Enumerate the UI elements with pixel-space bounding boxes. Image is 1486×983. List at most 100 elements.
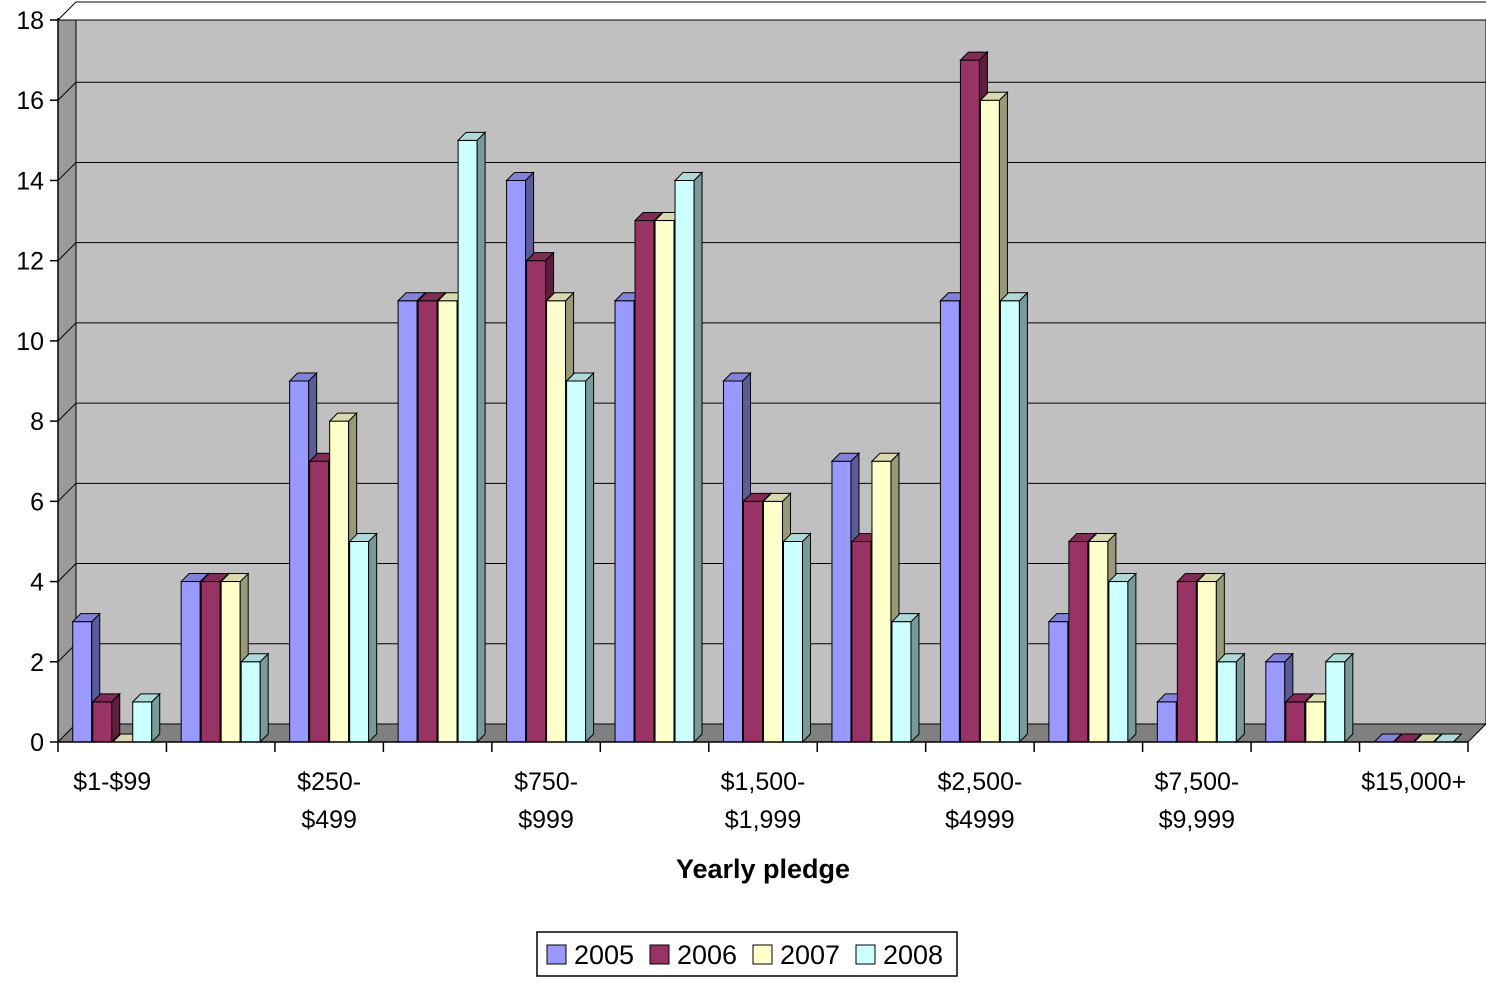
gridline (57, 161, 1486, 181)
bar-top (456, 131, 487, 141)
bar-top (219, 573, 250, 583)
bar-front (506, 179, 527, 743)
bar-front (289, 380, 310, 743)
bar-front (329, 420, 350, 743)
bar-top (565, 372, 595, 382)
bar-front (783, 540, 803, 743)
bar-front (1176, 581, 1197, 743)
bar-front (309, 460, 330, 743)
bar-side (476, 131, 486, 744)
bar-top (959, 51, 989, 61)
legend-box (536, 931, 958, 977)
bar-top (348, 532, 378, 542)
x-tick-label-line: $7,500- (1154, 768, 1239, 796)
bar-top (633, 212, 664, 222)
bar (673, 171, 704, 744)
bar-side (585, 371, 595, 744)
bar-front (763, 500, 783, 743)
bar (348, 532, 378, 744)
bar-front (1108, 581, 1129, 743)
bar-side (1018, 291, 1028, 744)
bar-front (1305, 701, 1326, 743)
bar-top (1324, 653, 1355, 663)
bar-side (1344, 652, 1354, 744)
bar-top (870, 452, 901, 462)
bar (1216, 652, 1246, 744)
bar (456, 131, 487, 744)
x-tick-label: $750- $999 (514, 768, 578, 834)
bar (1107, 572, 1138, 744)
x-tick-label: $2,500- $4999 (938, 768, 1023, 834)
legend-label: 2008 (883, 940, 943, 970)
bar-front (1325, 661, 1346, 743)
bar-top (505, 171, 535, 181)
bar-top (830, 452, 861, 462)
bar-front (1265, 661, 1286, 743)
bar-front (1088, 540, 1109, 743)
bar-front (891, 621, 912, 743)
legend-swatch (546, 944, 567, 965)
x-tick-label-line: $1-$99 (73, 768, 151, 796)
y-tick-label: 8 (30, 408, 44, 436)
y-tick-label: 2 (30, 649, 44, 677)
bar-front (743, 500, 763, 743)
bar-front (72, 621, 93, 743)
bar-side (910, 612, 920, 744)
x-tick-label-line: $750- (514, 768, 578, 796)
bar (91, 692, 121, 744)
bar-front (566, 380, 587, 743)
bar-top (1216, 653, 1246, 663)
gridline (57, 242, 1486, 262)
bar-side (693, 171, 703, 744)
bar-side (368, 532, 378, 744)
bar (782, 532, 812, 744)
bar-top (673, 171, 704, 181)
bar-front (1048, 621, 1069, 743)
bar-front (437, 300, 458, 743)
bar-top (239, 653, 270, 663)
x-tick-label-line: $2,500- (938, 768, 1023, 796)
bar-top (525, 252, 555, 262)
bar (1433, 733, 1463, 743)
legend-label: 2006 (677, 940, 737, 970)
x-tick-label: $1,500- $1,999 (721, 768, 806, 834)
bar-front (851, 540, 872, 743)
bar-top (288, 372, 318, 382)
bar-front (959, 59, 980, 743)
bar-top (722, 372, 752, 382)
bar-side (1235, 652, 1245, 744)
bar-front (1285, 701, 1306, 743)
bar-front (526, 260, 547, 743)
bar-front (180, 581, 201, 743)
bar-front (723, 380, 743, 743)
bar-front (546, 300, 567, 743)
bar-front (871, 460, 892, 743)
bars-layer (71, 50, 1463, 744)
bar (131, 692, 161, 744)
bar-top (199, 573, 230, 583)
bar-top (1196, 573, 1226, 583)
x-axis-title: Yearly pledge (676, 854, 850, 884)
bar-front (634, 220, 655, 743)
bar-front (132, 701, 153, 743)
x-tick-label-line: $1,500- (721, 768, 806, 796)
legend-swatch (855, 944, 876, 965)
bar-top (545, 292, 575, 302)
y-tick-label: 18 (16, 7, 44, 35)
bar-top (1087, 532, 1118, 542)
bar-front (1216, 661, 1237, 743)
bar-top (71, 613, 101, 623)
bar-front (1068, 540, 1089, 743)
bar-front (349, 540, 370, 743)
x-tick-label: $7,500- $9,999 (1154, 768, 1239, 834)
bar-side (1127, 572, 1137, 744)
bar-front (979, 99, 1000, 743)
bar-front (831, 460, 852, 743)
x-tick-label-line: $499 (301, 806, 357, 834)
bar-top (742, 492, 772, 502)
x-tick-label-line: $9,999 (1159, 806, 1235, 834)
legend-label: 2007 (780, 940, 840, 970)
bar-top (1107, 573, 1138, 583)
